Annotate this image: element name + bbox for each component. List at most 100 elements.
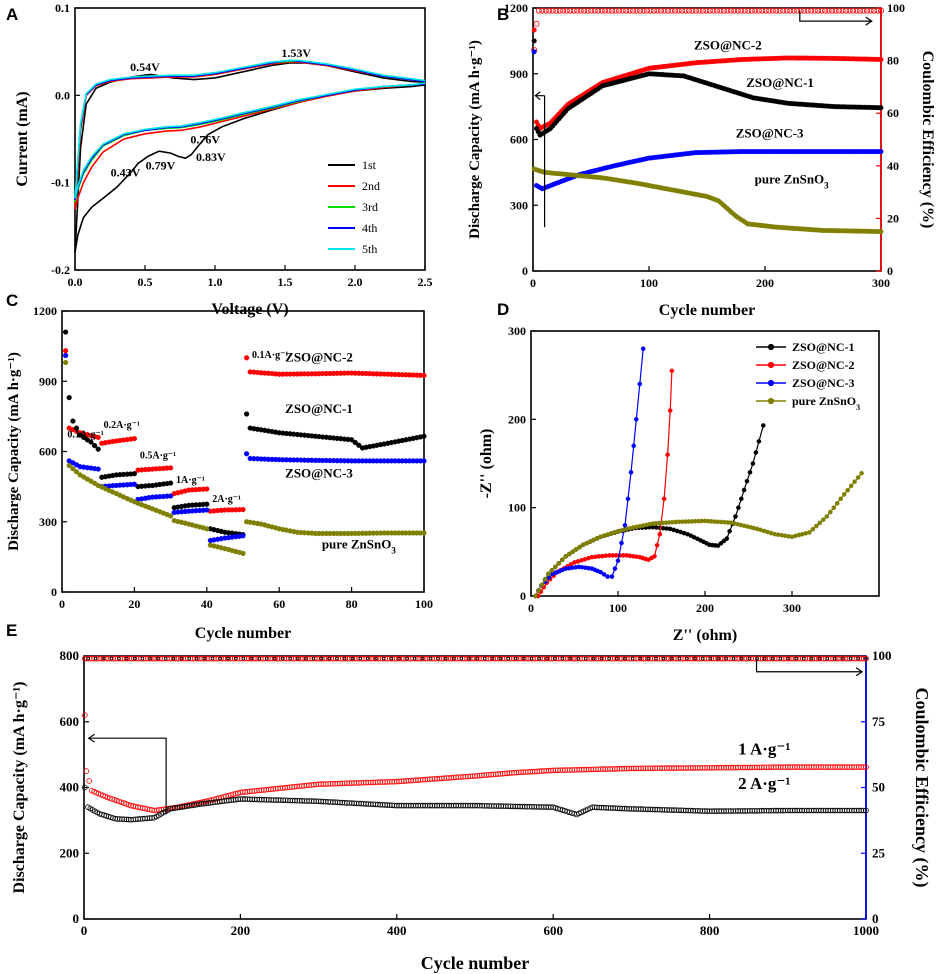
y-axis-label: -Z'' (ohm) xyxy=(478,429,495,499)
arrow-left-head xyxy=(534,91,541,101)
capacity-marker-ZSO@NC-3 xyxy=(421,458,427,464)
coulombic-efficiency-marker xyxy=(874,7,881,14)
coulombic-efficiency-marker xyxy=(605,7,612,14)
coulombic-efficiency-marker xyxy=(752,7,759,14)
x-axis-label: Voltage (V) xyxy=(211,301,288,318)
capacity-marker-pure-ZnSnO3 xyxy=(66,463,72,469)
nyquist-marker-pure-ZnSnO3 xyxy=(539,582,545,588)
cv-curve-5th-anodic xyxy=(74,59,426,199)
coulombic-efficiency-marker-2A xyxy=(560,656,565,661)
coulombic-efficiency-marker-2A xyxy=(794,656,798,661)
capacity-marker-ZSO@NC-1 xyxy=(62,329,69,335)
x-tick-label: 100 xyxy=(609,601,627,615)
x-tick-label: 0.5 xyxy=(138,275,153,289)
nyquist-marker-pure-ZnSnO3 xyxy=(553,564,558,570)
coulombic-efficiency-marker-2A xyxy=(257,656,261,661)
nyquist-marker-ZSO@NC-2 xyxy=(654,542,660,548)
nyquist-marker-ZSO@NC-3 xyxy=(634,416,639,422)
coulombic-efficiency-marker-2A xyxy=(840,656,845,661)
coulombic-efficiency-marker xyxy=(696,7,703,14)
arrow-right-head xyxy=(865,16,873,26)
nyquist-marker-pure-ZnSnO3 xyxy=(570,549,576,555)
coulombic-efficiency-marker-2A xyxy=(685,656,689,661)
coulombic-efficiency-marker xyxy=(769,7,776,14)
coulombic-efficiency-marker-2A xyxy=(280,656,285,661)
coulombic-efficiency-marker-2A xyxy=(451,656,456,661)
x-tick-label: 1000 xyxy=(853,923,879,938)
y-axis-label: Discharge Capacity (mA h·g⁻¹) xyxy=(467,40,483,239)
y-tick-label: 0 xyxy=(520,589,526,603)
nyquist-marker-ZSO@NC-1 xyxy=(727,528,732,534)
capacity-marker-ZSO@NC-1 xyxy=(73,425,80,431)
y2-tick-label: 20 xyxy=(887,211,899,225)
panel-a-cv-chart: 0.0 0.5 1.0 1.5 2.0 2.5 -0.2 -0.1 0.0 0.1 Voltage … xyxy=(14,1,433,318)
rate-label: 1A·g⁻¹ xyxy=(176,475,205,486)
coulombic-efficiency-marker xyxy=(567,7,574,14)
coulombic-efficiency-marker xyxy=(570,7,577,14)
coulombic-efficiency-marker-2A xyxy=(475,656,479,661)
coulombic-efficiency-marker xyxy=(556,7,563,14)
coulombic-efficiency-marker xyxy=(818,7,825,14)
coulombic-efficiency-marker xyxy=(734,7,741,14)
rate-label: 0.1A·g⁻¹ xyxy=(67,429,103,440)
coulombic-efficiency-marker-2A xyxy=(179,656,184,661)
nyquist-marker-pure-ZnSnO3 xyxy=(838,496,844,502)
x-tick-label: 80 xyxy=(346,597,358,611)
nyquist-marker-pure-ZnSnO3 xyxy=(848,483,854,489)
nyquist-marker-pure-ZnSnO3 xyxy=(556,561,562,566)
coulombic-efficiency-marker xyxy=(720,7,727,14)
coulombic-efficiency-marker xyxy=(794,7,801,14)
coulombic-efficiency-marker xyxy=(762,7,769,14)
y-tick-label: 0 xyxy=(73,911,80,926)
y-tick-label: 200 xyxy=(508,412,526,426)
coulombic-efficiency-marker-2A xyxy=(498,656,503,661)
coulombic-efficiency-marker xyxy=(773,7,780,14)
coulombic-efficiency-marker xyxy=(679,7,686,14)
coulombic-efficiency-marker-2A xyxy=(436,656,440,661)
panel-b-cycling-chart: 0 100 200 30003006009001200020406080100Cycl… xyxy=(467,1,936,319)
capacity-marker-ZSO@NC-2 xyxy=(878,57,884,63)
x-tick-label: 20 xyxy=(128,597,140,611)
coulombic-efficiency-marker-2A xyxy=(809,656,814,661)
coulombic-efficiency-marker xyxy=(717,7,724,14)
panel-label-c: C xyxy=(6,291,18,310)
capacity-marker-ZSO@NC-2 xyxy=(62,348,69,354)
coulombic-efficiency-marker xyxy=(832,7,839,14)
coulombic-efficiency-marker-2A xyxy=(218,656,223,661)
coulombic-efficiency-marker xyxy=(665,7,672,14)
capacity-marker-ZSO@NC-3 xyxy=(531,49,537,55)
nyquist-marker-ZSO@NC-2 xyxy=(657,531,663,537)
coulombic-efficiency-marker xyxy=(584,7,591,14)
legend-entry: 3rd xyxy=(362,200,378,214)
coulombic-efficiency-marker-2A xyxy=(591,656,596,661)
coulombic-efficiency-marker xyxy=(672,7,679,14)
y2-tick-label: 100 xyxy=(887,1,905,15)
coulombic-efficiency-marker-2A xyxy=(366,656,370,661)
capacity-marker-ZSO@NC-1 xyxy=(531,38,537,44)
y-tick-label: 1200 xyxy=(33,304,57,318)
capacity-marker-2-A·g⁻¹ xyxy=(82,784,88,791)
y-tick-label: -0.2 xyxy=(51,263,70,277)
y2-tick-label: 60 xyxy=(887,106,899,120)
x-axis-label: Cycle number xyxy=(659,302,755,319)
legend-entry: 5th xyxy=(362,242,377,256)
coulombic-efficiency-marker-2A xyxy=(226,656,230,661)
coulombic-efficiency-marker-2A xyxy=(864,656,868,661)
capacity-marker-ZSO@NC-1 xyxy=(95,446,101,452)
y-tick-label: -0.1 xyxy=(51,176,70,190)
coulombic-efficiency-marker-2A xyxy=(233,656,238,661)
coulombic-efficiency-marker-2A xyxy=(700,656,705,661)
coulombic-efficiency-marker xyxy=(630,7,637,14)
coulombic-efficiency-marker-2A xyxy=(210,656,215,661)
nyquist-marker-pure-ZnSnO3 xyxy=(563,554,569,559)
coulombic-efficiency-marker xyxy=(560,7,567,14)
coulombic-efficiency-marker-2A xyxy=(514,656,518,661)
series-label: pure ZnSnO3 xyxy=(755,171,830,190)
peak-annotation: 0.76V xyxy=(190,132,220,146)
coulombic-efficiency-marker xyxy=(633,7,640,14)
coulombic-efficiency-marker xyxy=(647,7,654,14)
nyquist-marker-ZSO@NC-2 xyxy=(652,554,657,559)
coulombic-efficiency-marker xyxy=(640,7,647,14)
y-tick-label: 900 xyxy=(510,67,528,81)
